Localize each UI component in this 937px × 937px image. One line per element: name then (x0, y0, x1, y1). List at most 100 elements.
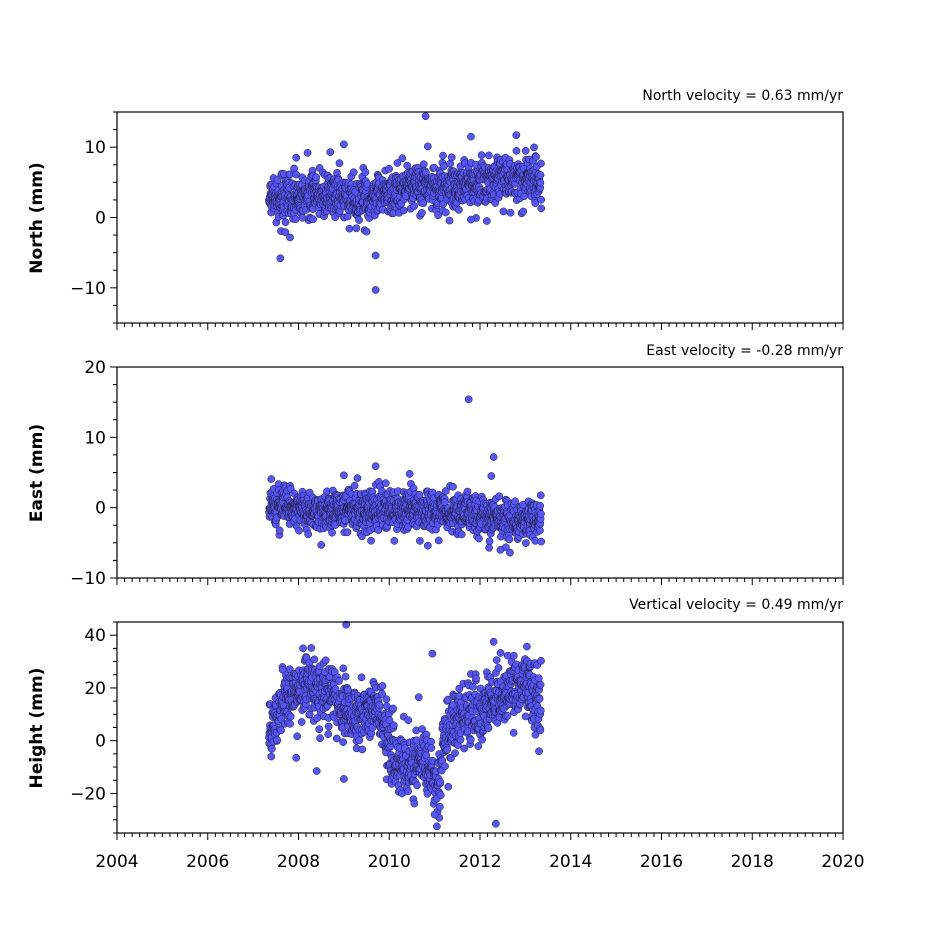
data-point (492, 819, 500, 828)
data-point (509, 651, 518, 660)
data-point (537, 195, 546, 204)
height-y-ticks: −20 0 20 40 (70, 621, 117, 834)
data-point (390, 537, 399, 545)
data-point (463, 487, 472, 496)
data-point (536, 491, 545, 500)
data-point (467, 132, 475, 141)
north-x-ticks (116, 323, 844, 330)
data-point (485, 151, 493, 160)
data-point (531, 199, 540, 207)
data-point (495, 492, 503, 501)
x-tick-label: 2020 (821, 852, 864, 872)
data-point (536, 680, 545, 689)
data-point (299, 644, 307, 653)
data-point (405, 470, 414, 478)
data-point (455, 205, 463, 214)
north-panel: North velocity = 0.63 mm/yr North (mm) −… (27, 88, 844, 330)
data-point (286, 719, 294, 728)
data-point (335, 677, 343, 685)
data-point (399, 206, 408, 215)
data-point (456, 735, 465, 744)
y-tick-label: 0 (95, 499, 106, 519)
data-point (385, 164, 393, 173)
data-point (398, 154, 407, 163)
data-point (378, 682, 387, 690)
data-point (382, 695, 391, 704)
data-point (531, 730, 540, 739)
data-point (503, 711, 512, 720)
data-point (332, 734, 341, 743)
y-tick-label: 0 (95, 209, 106, 229)
data-point (321, 656, 330, 665)
data-point (340, 140, 348, 149)
vertical-velocity-title: Vertical velocity = 0.49 mm/yr (629, 597, 843, 613)
data-point (436, 802, 444, 811)
data-point (482, 217, 491, 225)
data-point (316, 734, 324, 743)
data-point (273, 736, 282, 744)
data-point (414, 693, 423, 702)
data-point (419, 199, 428, 208)
north-y-ticks: −10 0 10 (70, 111, 117, 324)
x-tick-label: 2008 (277, 852, 320, 872)
y-tick-label: −10 (70, 569, 106, 589)
data-point (276, 254, 285, 263)
data-point (444, 782, 453, 791)
data-point (444, 695, 452, 704)
data-point (362, 227, 371, 236)
y-tick-label: 10 (84, 138, 106, 158)
data-point (496, 546, 505, 554)
data-point (523, 642, 531, 651)
data-point (534, 674, 543, 683)
data-point (506, 548, 514, 557)
data-point (536, 526, 544, 535)
y-tick-label: −20 (70, 784, 106, 804)
data-point (375, 700, 384, 709)
data-point (345, 224, 354, 233)
data-point (419, 160, 428, 169)
height-panel: Vertical velocity = 0.49 mm/yr Height (m… (27, 597, 865, 872)
data-point (324, 722, 333, 731)
data-point (521, 146, 530, 155)
north-velocity-title: North velocity = 0.63 mm/yr (642, 88, 843, 104)
data-point (499, 207, 508, 216)
data-point (286, 712, 295, 721)
data-point (416, 537, 424, 545)
data-point (355, 216, 363, 224)
y-tick-label: 20 (84, 679, 106, 699)
data-point (281, 218, 290, 227)
data-point (436, 791, 445, 800)
data-point (441, 762, 449, 771)
data-point (467, 215, 475, 224)
data-point (292, 753, 301, 762)
east-panel: East velocity = -0.28 mm/yr East (mm) −1… (27, 343, 844, 589)
data-point (505, 535, 514, 544)
data-point (393, 159, 402, 167)
data-point (477, 151, 486, 159)
data-point (355, 736, 364, 745)
data-point (349, 168, 358, 177)
data-point (343, 212, 352, 221)
y-tick-label: 0 (95, 732, 106, 752)
east-data-points (265, 395, 546, 557)
data-point (457, 530, 466, 539)
data-point (484, 724, 493, 732)
data-point (418, 208, 426, 217)
data-point (489, 453, 498, 461)
data-point (410, 202, 419, 211)
data-point (434, 211, 442, 220)
data-point (440, 498, 449, 507)
data-point (460, 744, 469, 753)
data-point (343, 528, 352, 537)
data-point (291, 215, 300, 224)
data-point (511, 497, 519, 506)
east-y-ticks: −10 0 10 20 (70, 358, 117, 589)
data-point (439, 151, 447, 160)
data-point (412, 736, 421, 745)
data-point (357, 673, 366, 682)
data-point (328, 528, 336, 537)
data-point (492, 656, 501, 665)
data-point (285, 170, 294, 179)
data-point (285, 665, 294, 674)
